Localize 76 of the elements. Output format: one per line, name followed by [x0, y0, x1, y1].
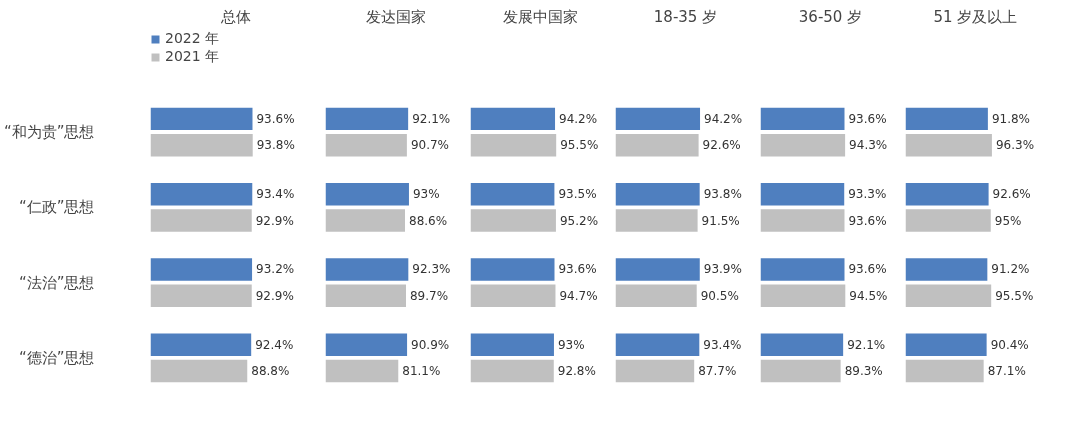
data-label: 95.5% — [995, 288, 1034, 303]
data-label: 88.8% — [251, 364, 290, 379]
data-label: 90.7% — [410, 138, 450, 153]
data-label: 93% — [412, 187, 440, 202]
data-label: 93.4% — [256, 187, 295, 202]
y-tick-label: “法治”思想 — [18, 273, 95, 292]
data-label: 93.3% — [848, 187, 887, 202]
bar — [325, 333, 408, 356]
bar — [325, 209, 406, 232]
bar — [325, 182, 409, 206]
bar — [905, 107, 988, 131]
data-label: 93.4% — [703, 337, 742, 352]
data-label: 94.3% — [849, 138, 888, 153]
legend-label: 2021 年 — [165, 48, 220, 66]
bar — [905, 182, 989, 206]
data-label: 95% — [994, 213, 1022, 228]
data-label: 93.5% — [558, 187, 597, 202]
data-label: 90.4% — [990, 337, 1029, 352]
data-label: 92.8% — [557, 364, 596, 379]
data-label: 91.8% — [991, 111, 1031, 126]
data-label: 93.6% — [848, 262, 887, 277]
bar — [905, 284, 992, 307]
data-label: 93.6% — [848, 111, 887, 126]
chart-title: 发展中国家 — [503, 7, 578, 26]
chart-title: 发达国家 — [365, 7, 426, 26]
y-tick-label: “仁政”思想 — [18, 198, 95, 217]
data-label: 94.2% — [704, 111, 743, 126]
data-label: 92.4% — [255, 337, 294, 352]
data-label: 92.6% — [702, 138, 741, 153]
data-label: 94.5% — [849, 288, 888, 303]
bar — [905, 333, 987, 356]
bar — [905, 134, 992, 157]
data-label: 87.7% — [698, 364, 737, 379]
data-label: 81.1% — [402, 364, 441, 379]
data-label: 93.6% — [848, 213, 887, 228]
data-label: 93.9% — [703, 262, 742, 277]
data-label: 95.5% — [560, 138, 599, 153]
y-tick-label: “和为贵”思想 — [3, 123, 95, 142]
bar — [905, 258, 988, 281]
data-label: 95.2% — [559, 213, 599, 228]
data-label: 90.5% — [700, 288, 739, 303]
bar — [325, 284, 406, 307]
bar — [325, 359, 399, 383]
chart-title: 18-35 岁 — [653, 7, 718, 26]
data-label: 92.1% — [847, 337, 886, 352]
data-label: 89.7% — [410, 288, 449, 303]
chart-title: 总体 — [219, 7, 251, 26]
data-label: 92.9% — [255, 213, 294, 228]
data-label: 93.6% — [256, 111, 295, 126]
y-tick-label: “德治”思想 — [18, 348, 95, 367]
bar — [905, 359, 984, 383]
data-label: 93% — [557, 337, 585, 352]
chart-title: 36-50 岁 — [798, 7, 863, 26]
data-label: 89.3% — [844, 364, 883, 379]
bar — [905, 209, 991, 232]
data-label: 91.2% — [991, 262, 1030, 277]
bar — [325, 107, 409, 131]
data-label: 93.2% — [256, 262, 295, 277]
data-label: 90.9% — [411, 337, 450, 352]
data-label: 93.6% — [558, 262, 597, 277]
data-label: 92.3% — [412, 262, 451, 277]
bar — [325, 258, 409, 281]
data-label: 93.8% — [703, 187, 742, 202]
data-label: 93.8% — [256, 138, 295, 153]
data-label: 92.1% — [412, 111, 451, 126]
bar — [325, 134, 407, 157]
chart-title: 51 岁及以上 — [933, 7, 1018, 26]
data-label: 88.6% — [409, 213, 448, 228]
data-label: 91.5% — [701, 213, 740, 228]
data-label: 92.6% — [992, 187, 1031, 202]
data-label: 96.3% — [995, 138, 1035, 153]
data-label: 94.2% — [559, 111, 598, 126]
data-label: 92.9% — [255, 288, 294, 303]
legend-label: 2022 年 — [165, 30, 220, 48]
data-label: 94.7% — [559, 288, 598, 303]
data-label: 87.1% — [987, 364, 1026, 379]
